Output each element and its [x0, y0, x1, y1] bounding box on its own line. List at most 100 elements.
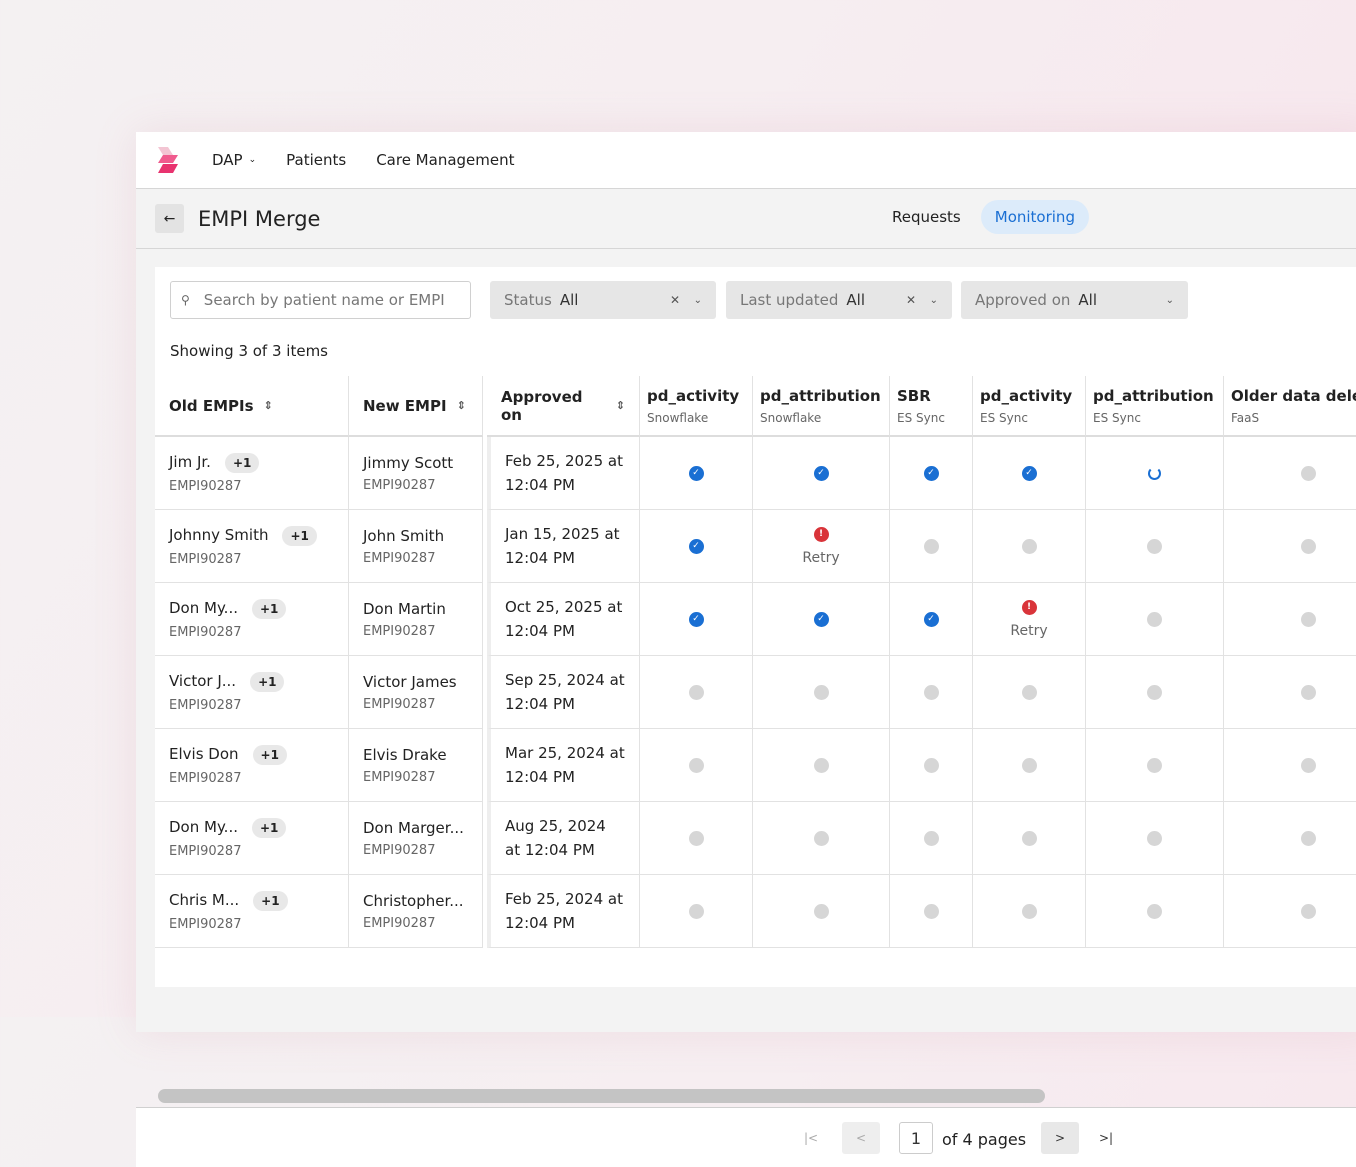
pending-dot-icon: [1147, 903, 1162, 919]
new-empi-cell: Victor James EMPI90287: [349, 656, 483, 729]
next-page-button[interactable]: >: [1041, 1122, 1079, 1154]
retry-link[interactable]: Retry: [802, 549, 840, 566]
new-empi-header[interactable]: New EMPI ⇕: [349, 376, 483, 437]
nav-dap-label: DAP: [212, 151, 243, 169]
new-empi-name: Don Martin: [363, 599, 446, 618]
status-cell: ✓: [640, 437, 753, 510]
pending-dot-icon: [813, 830, 829, 846]
new-empi-id: EMPI90287: [363, 477, 436, 493]
old-empi-cell[interactable]: Elvis Don +1 EMPI90287: [155, 729, 349, 802]
old-empi-name-row: Elvis Don +1: [169, 744, 334, 765]
status-cell: [1224, 875, 1356, 948]
pending-dot-icon: [923, 903, 939, 919]
new-empi-id: EMPI90287: [363, 550, 436, 566]
top-nav: DAP ⌄ Patients Care Management: [136, 132, 1356, 189]
item-count: Showing 3 of 3 items: [170, 342, 328, 360]
old-empi-name: Don My...: [169, 817, 238, 836]
extra-empi-badge[interactable]: +1: [252, 817, 287, 838]
approved-time: at 12:04 PM: [505, 841, 595, 859]
pending-dot-icon: [1021, 903, 1037, 919]
page-header: ← EMPI Merge Requests Monitoring: [136, 189, 1356, 249]
old-empi-cell[interactable]: Chris M... +1 EMPI90287: [155, 875, 349, 948]
status-cell: [1224, 583, 1356, 656]
old-empi-cell[interactable]: Don My... +1 EMPI90287: [155, 583, 349, 656]
old-empi-id: EMPI90287: [169, 843, 242, 859]
horizontal-scrollbar[interactable]: [158, 1089, 1045, 1103]
clear-icon[interactable]: ✕: [905, 293, 916, 307]
job-name: SBR: [897, 386, 931, 405]
status-filter[interactable]: Status All ✕ ⌄: [490, 281, 716, 319]
new-empi-cell: Don Marger... EMPI90287: [349, 802, 483, 875]
extra-empi-badge[interactable]: +1: [253, 890, 288, 911]
approved-on-cell: Feb 25, 2024 at 12:04 PM: [487, 875, 640, 948]
nav-care-management[interactable]: Care Management: [376, 151, 515, 169]
approved-time: 12:04 PM: [505, 622, 575, 640]
status-cell: ! Retry: [973, 583, 1086, 656]
old-empi-id: EMPI90287: [169, 770, 242, 786]
status-cell: [753, 729, 890, 802]
check-circle-icon: ✓: [813, 611, 829, 627]
new-empi-cell: Christopher... EMPI90287: [349, 875, 483, 948]
status-cell: ✓: [973, 437, 1086, 510]
extra-empi-badge[interactable]: +1: [282, 525, 317, 546]
extra-empi-badge[interactable]: +1: [250, 671, 285, 692]
job-header: pd_attribution ES Sync: [1086, 376, 1224, 437]
nav-dap[interactable]: DAP ⌄: [212, 151, 256, 169]
pending-dot-icon: [688, 684, 704, 700]
prev-page-button[interactable]: <: [842, 1122, 880, 1154]
old-empi-name-row: Johnny Smith +1: [169, 525, 334, 546]
status-cell: [890, 802, 973, 875]
last-page-button[interactable]: >|: [1098, 1131, 1114, 1145]
filter-label: Approved on: [975, 291, 1071, 309]
status-cell: [1086, 802, 1224, 875]
status-cell: [890, 656, 973, 729]
approved-time: 12:04 PM: [505, 549, 575, 567]
old-empi-name-row: Don My... +1: [169, 598, 334, 619]
pending-dot-icon: [1021, 538, 1037, 554]
old-empis-header[interactable]: Old EMPIs ⇕: [155, 376, 349, 437]
job-name: pd_attribution: [1093, 386, 1214, 405]
old-empi-cell[interactable]: Jim Jr. +1 EMPI90287: [155, 437, 349, 510]
extra-empi-badge[interactable]: +1: [252, 598, 287, 619]
nav-patients[interactable]: Patients: [286, 151, 347, 169]
page-input[interactable]: 1: [899, 1122, 933, 1154]
sort-icon[interactable]: ⇕: [456, 399, 466, 412]
new-empi-name: Elvis Drake: [363, 745, 447, 764]
check-circle-icon: ✓: [688, 611, 704, 627]
status-cell: ✓: [890, 437, 973, 510]
new-empi-name: Jimmy Scott: [363, 453, 454, 472]
approved-time: 12:04 PM: [505, 695, 575, 713]
sort-icon[interactable]: ⇕: [615, 399, 625, 412]
old-empi-cell[interactable]: Victor J... +1 EMPI90287: [155, 656, 349, 729]
last-updated-filter[interactable]: Last updated All ✕ ⌄: [726, 281, 952, 319]
old-empi-name: Victor J...: [169, 671, 237, 690]
error-icon: !: [813, 526, 829, 542]
old-empi-name-row: Don My... +1: [169, 817, 334, 838]
tab-monitoring[interactable]: Monitoring: [980, 200, 1089, 234]
pending-dot-icon: [688, 830, 704, 846]
extra-empi-badge[interactable]: +1: [224, 452, 260, 473]
old-empi-cell[interactable]: Johnny Smith +1 EMPI90287: [155, 510, 349, 583]
status-cell: ✓: [753, 437, 890, 510]
new-empi-cell: Jimmy Scott EMPI90287: [349, 437, 483, 510]
old-empi-id: EMPI90287: [169, 916, 242, 932]
clear-icon[interactable]: ✕: [669, 293, 680, 307]
status-cell: [1086, 875, 1224, 948]
approved-on-header[interactable]: Approved on ⇕: [487, 376, 640, 437]
back-button[interactable]: ←: [155, 204, 184, 233]
old-empi-name: Elvis Don: [169, 744, 239, 763]
arrow-left-icon: ←: [163, 210, 176, 227]
approved-on-filter[interactable]: Approved on All ⌄: [961, 281, 1188, 319]
tab-requests[interactable]: Requests: [892, 208, 961, 226]
extra-empi-badge[interactable]: +1: [252, 744, 287, 765]
old-empi-cell[interactable]: Don My... +1 EMPI90287: [155, 802, 349, 875]
retry-link[interactable]: Retry: [1010, 622, 1048, 639]
pending-dot-icon: [1147, 611, 1162, 627]
chevron-down-icon: ⌄: [248, 155, 257, 165]
sort-icon[interactable]: ⇕: [263, 399, 273, 412]
first-page-button[interactable]: |<: [803, 1131, 819, 1145]
job-source: ES Sync: [897, 410, 945, 425]
check-circle-icon: ✓: [923, 611, 939, 627]
status-cell: [1224, 656, 1356, 729]
search-input[interactable]: ⚲ Search by patient name or EMPI: [170, 281, 471, 319]
